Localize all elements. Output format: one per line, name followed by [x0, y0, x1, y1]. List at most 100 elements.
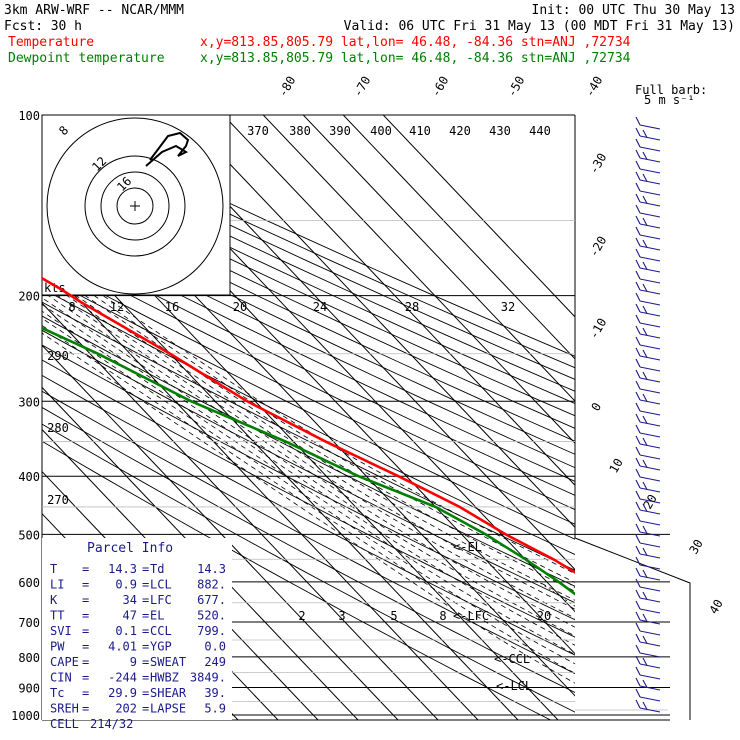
wind-barb: [635, 226, 661, 240]
parcel-param-value: 882.: [197, 578, 226, 592]
barb-legend-unit: 5 m s⁻¹: [644, 93, 695, 107]
parcel-param-label: CIN: [50, 671, 72, 685]
mixing-ratio-label: 2: [298, 609, 305, 623]
wind-barb: [635, 182, 661, 196]
wind-barb: [635, 281, 661, 295]
wind-barb: [635, 633, 661, 647]
wind-barb: [635, 391, 661, 405]
isotherm: [42, 344, 399, 720]
parcel-param-value: 202: [115, 702, 137, 716]
pressure-tick-label: 800: [18, 651, 40, 665]
isotherm-label: 0: [588, 400, 604, 413]
parcel-param-value: 799.: [197, 624, 226, 638]
wind-barb: [635, 380, 661, 394]
pressure-tick-label: 600: [18, 576, 40, 590]
wind-barb: [635, 666, 661, 680]
pressure-tick-label: 500: [18, 528, 40, 542]
hodograph-speed-label: 16: [165, 300, 179, 314]
parcel-eq: =: [82, 593, 89, 607]
theta-label-top: 420: [449, 124, 471, 138]
parcel-eq: =: [142, 702, 149, 716]
isotherm: [302, 115, 575, 402]
parcel-param-value: 39.: [204, 686, 226, 700]
valid-time: Valid: 06 UTC Fri 31 May 13 (00 MDT Fri …: [344, 19, 735, 34]
parcel-param-value: 677.: [197, 593, 226, 607]
parcel-eq: =: [142, 609, 149, 623]
parcel-param-label: SWEAT: [150, 655, 186, 669]
wind-barb: [635, 116, 661, 130]
parcel-param-label: YGP: [150, 640, 172, 654]
wind-barb: [635, 160, 661, 174]
parcel-param-label: T: [50, 562, 57, 576]
parcel-eq: =: [82, 640, 89, 654]
wind-barb: [635, 303, 661, 317]
hodograph-speed-label: 24: [313, 300, 327, 314]
parcel-param-value: 47: [123, 609, 137, 623]
parcel-param-label: PW: [50, 640, 65, 654]
isotherm: [42, 386, 359, 720]
parcel-param-value: 14.3: [108, 562, 137, 576]
wind-barb: [635, 611, 661, 625]
parcel-eq: =: [82, 686, 89, 700]
theta-label-left: 290: [47, 349, 69, 363]
temperature-location: x,y=813.85,805.79 lat,lon= 46.48, -84.36…: [200, 35, 631, 50]
wind-barb: [635, 369, 661, 383]
mixing-ratio-label: 20: [537, 609, 551, 623]
parcel-param-value: 0.0: [204, 640, 226, 654]
theta-label-top: 440: [529, 124, 551, 138]
parcel-param-value: 4.01: [108, 640, 137, 654]
forecast-hour: 30 h: [51, 19, 82, 34]
hodograph-speed-label: 8: [68, 300, 75, 314]
wind-barb: [635, 325, 661, 339]
theta-label-top: 370: [247, 124, 269, 138]
mixing-ratio-label: 3: [338, 609, 345, 623]
wind-barb: [635, 534, 661, 548]
theta-label-top: 410: [409, 124, 431, 138]
parcel-param-value: 0.1: [115, 624, 137, 638]
pressure-tick-label: 400: [18, 470, 40, 484]
parcel-param-label: SREH: [50, 702, 79, 716]
wind-barb: [635, 677, 661, 691]
isotherm-label: -10: [586, 316, 609, 342]
isotherm-label: -60: [428, 74, 451, 100]
temperature-legend: Temperature: [8, 35, 94, 50]
wind-barb: [635, 644, 661, 658]
parcel-param-value: 29.9: [108, 686, 137, 700]
barb-legend-title: Full barb:: [635, 83, 707, 97]
parcel-param-value: 249: [204, 655, 226, 669]
parcel-eq: =: [142, 593, 149, 607]
parcel-eq: =: [142, 640, 149, 654]
parcel-param-label: LFC: [150, 593, 172, 607]
parcel-eq: =: [142, 624, 149, 638]
wind-barb: [635, 358, 661, 372]
wind-barb: [635, 435, 661, 449]
wind-barb: [635, 501, 661, 515]
lfc-marker: <-LFC: [453, 609, 489, 623]
wind-barb: [635, 600, 661, 614]
dewpoint-legend: Dewpoint temperature: [8, 51, 165, 66]
lcl-marker: <-LCL: [496, 679, 532, 693]
parcel-param-value: 3849.: [190, 671, 226, 685]
wind-barb: [635, 138, 661, 152]
wind-barb: [635, 336, 661, 350]
theta-label-left: 280: [47, 421, 69, 435]
wind-barb: [635, 457, 661, 471]
wind-barb: [635, 193, 661, 207]
wind-barb: [635, 512, 661, 526]
isotherm-label: -20: [586, 234, 609, 260]
wind-barb: [635, 567, 661, 581]
parcel-eq: =: [82, 609, 89, 623]
wind-barb: [635, 556, 661, 570]
wind-barb: [635, 248, 661, 262]
isotherm: [42, 218, 519, 720]
wind-barb: [635, 468, 661, 482]
isotherm-label: 20: [640, 492, 659, 512]
isotherm-label: -50: [504, 74, 527, 100]
parcel-param-label: TT: [50, 609, 64, 623]
wind-barb: [635, 479, 661, 493]
wind-barb: [635, 204, 661, 218]
isotherm: [42, 302, 439, 720]
wind-barb: [635, 523, 661, 537]
isotherm: [182, 115, 575, 529]
hodograph-speed-label: 28: [405, 300, 419, 314]
